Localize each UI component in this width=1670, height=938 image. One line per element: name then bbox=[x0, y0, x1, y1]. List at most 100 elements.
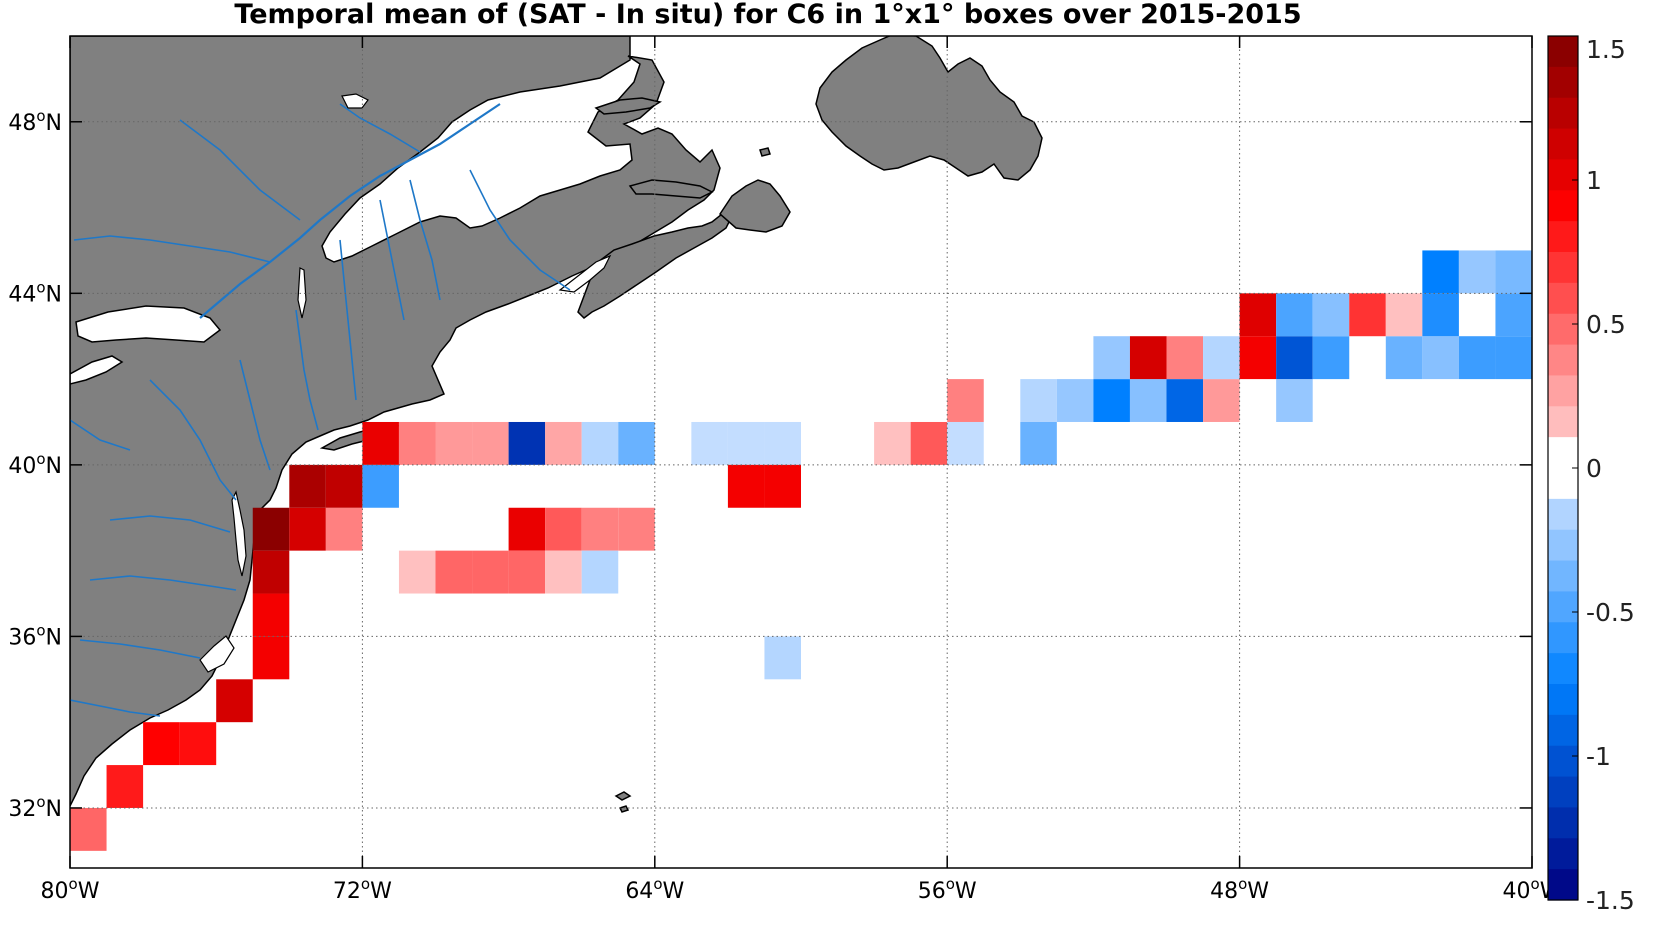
data-cell bbox=[472, 421, 509, 465]
data-cell bbox=[545, 507, 582, 551]
river-potomac bbox=[109, 515, 231, 533]
colorbar-tick-label: -1 bbox=[1586, 742, 1611, 771]
colorbar-labels: 1.5 1 0.5 0 -0.5 -1 -1.5 bbox=[1572, 35, 1635, 915]
axis-ticks bbox=[69, 36, 1533, 868]
colorbar-segment bbox=[1548, 560, 1578, 593]
data-cell bbox=[764, 636, 801, 680]
lake-champlain bbox=[297, 267, 307, 319]
data-cell bbox=[764, 421, 801, 465]
data-cell bbox=[1093, 379, 1130, 422]
latitude-labels: 32oN 36oN 40oN 44oN 48oN bbox=[8, 107, 62, 822]
latitude-label: 32oN bbox=[8, 793, 62, 822]
data-cell bbox=[545, 550, 582, 594]
colorbar-segment bbox=[1548, 807, 1578, 839]
data-cell bbox=[1276, 379, 1313, 422]
rivers bbox=[70, 103, 571, 717]
data-cell bbox=[1166, 379, 1204, 422]
data-cell bbox=[1385, 336, 1423, 380]
river-ohio bbox=[70, 419, 131, 451]
data-cell bbox=[1020, 379, 1057, 422]
river-susquehanna bbox=[149, 379, 237, 501]
gridlines bbox=[70, 36, 1532, 868]
data-cell bbox=[618, 507, 655, 551]
data-cell bbox=[252, 550, 290, 594]
colorbar-segment bbox=[1548, 406, 1578, 438]
lake-ontario bbox=[75, 305, 222, 343]
colorbar-segment bbox=[1548, 838, 1578, 870]
colorbar-segment bbox=[1548, 745, 1578, 778]
data-cell bbox=[1495, 250, 1532, 294]
river-roanoke bbox=[79, 639, 201, 659]
data-cell bbox=[1312, 293, 1350, 337]
colorbar-segment bbox=[1548, 375, 1578, 407]
river-ottawa bbox=[73, 235, 271, 263]
colorbar-segment bbox=[1548, 159, 1578, 191]
data-cell bbox=[508, 507, 546, 551]
longitude-label: 48oW bbox=[1210, 875, 1269, 904]
colorbar-tick-label: -1.5 bbox=[1586, 886, 1635, 915]
data-cell bbox=[727, 464, 765, 508]
chesapeake-bay bbox=[231, 490, 247, 577]
data-cell bbox=[325, 507, 363, 551]
river-delaware bbox=[239, 359, 271, 471]
colorbar-segment bbox=[1548, 190, 1578, 222]
latitude-label: 40oN bbox=[8, 450, 62, 479]
data-cell bbox=[398, 550, 436, 594]
river-penobscot bbox=[409, 179, 441, 301]
data-cell bbox=[1422, 293, 1459, 337]
latitude-label: 36oN bbox=[8, 621, 62, 650]
data-cell bbox=[1166, 336, 1204, 380]
data-cell bbox=[362, 464, 399, 508]
data-cell bbox=[70, 807, 107, 851]
river-st-lawrence bbox=[199, 103, 501, 319]
longitude-label: 72oW bbox=[333, 875, 392, 904]
data-cell bbox=[581, 550, 619, 594]
colorbar-segment bbox=[1548, 97, 1578, 130]
data-cell bbox=[106, 765, 144, 808]
colorbar-segment bbox=[1548, 776, 1578, 809]
data-cells-layer bbox=[70, 250, 1532, 851]
colorbar-segment bbox=[1548, 714, 1578, 747]
river-kennebec bbox=[379, 199, 405, 321]
data-cell bbox=[362, 421, 399, 465]
data-cell bbox=[1349, 293, 1386, 337]
data-cell bbox=[1203, 379, 1240, 422]
data-cell bbox=[1458, 336, 1496, 380]
longitude-label: 80oW bbox=[41, 875, 100, 904]
data-cell bbox=[618, 421, 655, 465]
map-frame bbox=[69, 35, 1533, 869]
colorbar-segment bbox=[1548, 684, 1578, 716]
data-cell bbox=[179, 722, 217, 766]
longitude-label: 64oW bbox=[625, 875, 684, 904]
colorbar-segment bbox=[1548, 282, 1578, 315]
pamlico-sound bbox=[199, 635, 235, 673]
data-cell bbox=[1129, 336, 1167, 380]
data-cell bbox=[435, 421, 473, 465]
land-magdalen bbox=[759, 147, 771, 157]
river-connecticut bbox=[339, 239, 357, 401]
data-cell bbox=[1495, 336, 1532, 380]
data-cell bbox=[1239, 336, 1277, 380]
data-cell bbox=[947, 379, 984, 422]
land-newfoundland bbox=[815, 36, 1043, 181]
colorbar-segment bbox=[1548, 869, 1578, 901]
land-bermuda bbox=[618, 805, 630, 813]
data-cell bbox=[1458, 250, 1496, 294]
longitude-labels: 80oW72oW64oW56oW48oW40oW bbox=[41, 875, 1562, 904]
data-cell bbox=[1312, 336, 1350, 380]
data-cell bbox=[216, 679, 253, 723]
data-cell bbox=[289, 507, 326, 551]
data-cell bbox=[508, 550, 546, 594]
data-cell bbox=[289, 464, 326, 508]
colorbar-segment bbox=[1548, 313, 1578, 346]
data-cell bbox=[1422, 250, 1459, 294]
river-cape-fear bbox=[70, 699, 161, 717]
data-cell bbox=[1056, 379, 1094, 422]
data-cell bbox=[143, 722, 180, 766]
river-james bbox=[89, 575, 237, 591]
bay-of-fundy bbox=[558, 254, 612, 293]
colorbar-tick-label: -0.5 bbox=[1586, 598, 1635, 627]
data-cell bbox=[581, 421, 619, 465]
lake-erie bbox=[70, 355, 124, 385]
